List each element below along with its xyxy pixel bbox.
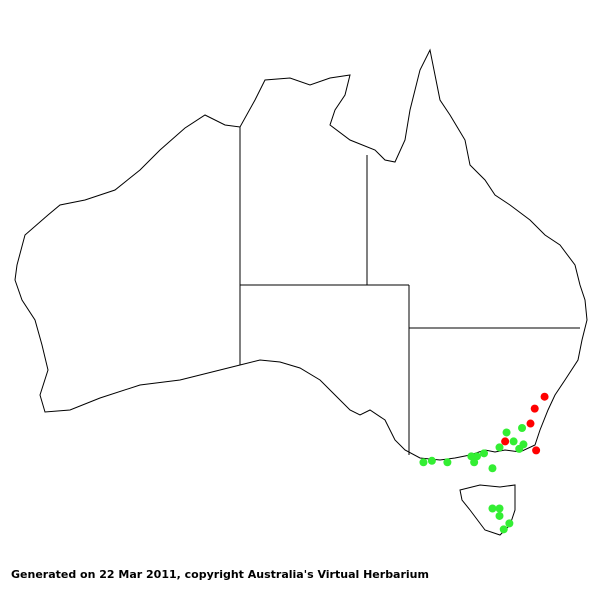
record-point-green — [495, 504, 504, 513]
record-point-green — [427, 456, 436, 465]
record-point-green — [495, 511, 504, 520]
record-point-green — [488, 504, 497, 513]
record-point-green — [509, 437, 518, 446]
record-points — [419, 392, 549, 534]
record-point-red — [501, 437, 510, 446]
state-borders — [239, 127, 580, 455]
record-point-green — [443, 458, 452, 467]
record-point-green — [419, 458, 428, 467]
record-point-green — [470, 458, 479, 467]
record-point-green — [515, 444, 524, 453]
record-point-green — [502, 428, 511, 437]
record-point-red — [530, 404, 539, 413]
record-point-green — [488, 464, 497, 473]
caption: Generated on 22 Mar 2011, copyright Aust… — [11, 568, 429, 581]
record-point-green — [505, 519, 514, 528]
record-point-red — [540, 392, 549, 401]
record-point-green — [467, 452, 476, 461]
record-point-green — [495, 443, 504, 452]
mainland-outline — [14, 48, 588, 461]
record-point-red — [526, 419, 535, 428]
record-point-red — [532, 446, 541, 455]
record-point-green — [518, 424, 527, 433]
record-point-green — [499, 525, 508, 534]
record-point-green — [472, 452, 481, 461]
record-point-green — [480, 449, 489, 458]
